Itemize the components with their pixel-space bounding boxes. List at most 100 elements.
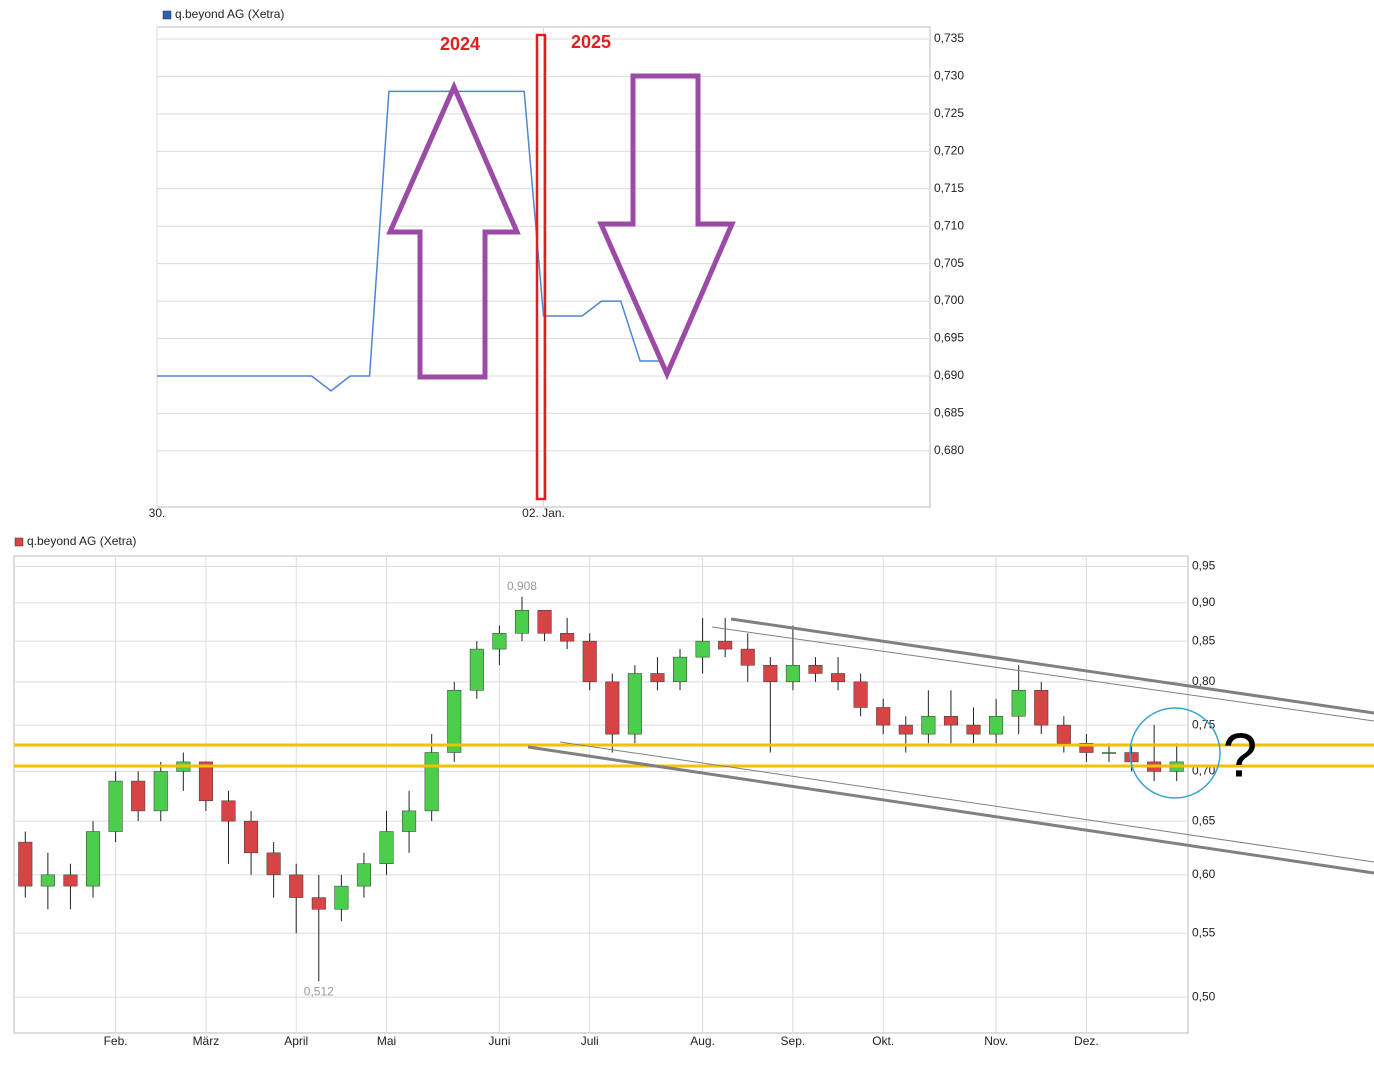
candle-body xyxy=(221,800,236,822)
x-tick-label: Juni xyxy=(488,1034,510,1048)
candle-body xyxy=(605,681,620,735)
candle-body xyxy=(740,648,755,666)
annotation: 2024 xyxy=(440,34,480,54)
high-label: 0,908 xyxy=(507,579,537,593)
candle-body xyxy=(763,664,778,683)
candle-body xyxy=(537,610,552,634)
overlay-layer: 2024 2025 ? xyxy=(14,32,1374,875)
candle-body xyxy=(650,673,665,683)
x-tick-label: Okt. xyxy=(872,1034,894,1048)
channel-line xyxy=(559,741,1374,863)
legend-label: q.beyond AG (Xetra) xyxy=(175,7,284,21)
x-tick-label: Sep. xyxy=(781,1034,806,1048)
y-tick-label: 0,90 xyxy=(1192,595,1216,609)
y-tick-label: 0,50 xyxy=(1192,989,1216,1003)
candle-body xyxy=(695,640,710,658)
year-divider xyxy=(535,33,547,501)
y-tick-label: 0,710 xyxy=(934,218,964,232)
candle-body xyxy=(492,633,507,650)
candle-body xyxy=(785,664,800,683)
grid-layer: 0,680 0,685 0,690 0,695 0,700 0,705 0,710 0,715… xyxy=(13,26,1216,1048)
channel-line xyxy=(730,617,1374,715)
channel-line xyxy=(527,745,1374,875)
candle-body xyxy=(853,681,868,708)
candle-body xyxy=(627,673,642,735)
candle-body xyxy=(131,780,146,812)
candle-body xyxy=(198,761,213,802)
candle-body xyxy=(943,715,958,726)
x-tick-label: April xyxy=(284,1034,308,1048)
candle-body xyxy=(108,780,123,832)
candle-body xyxy=(356,863,371,887)
candle-body xyxy=(898,724,913,735)
candle-body xyxy=(40,874,55,887)
y-tick-label: 0,685 xyxy=(934,406,964,420)
candle-body xyxy=(334,885,349,910)
candle-body xyxy=(1034,690,1049,726)
low-label: 0,512 xyxy=(304,984,334,998)
legend-swatch xyxy=(14,537,24,547)
x-tick-label: Dez. xyxy=(1074,1034,1099,1048)
y-tick-label: 0,80 xyxy=(1192,674,1216,688)
candle-body xyxy=(966,724,981,735)
candle-body xyxy=(447,690,462,753)
candle-body xyxy=(63,874,78,887)
x-tick-label: Juli xyxy=(581,1034,599,1048)
highlight-circle xyxy=(1129,707,1221,799)
y-tick-label: 0,735 xyxy=(934,31,964,45)
candle-body xyxy=(311,897,326,910)
candle-body xyxy=(266,852,281,876)
candle-body xyxy=(424,752,439,812)
x-tick-label: Mai xyxy=(377,1034,396,1048)
y-tick-label: 0,725 xyxy=(934,106,964,120)
candle-body xyxy=(876,707,891,726)
y-tick-label: 0,85 xyxy=(1192,633,1216,647)
y-tick-label: 0,60 xyxy=(1192,867,1216,881)
y-tick-label: 0,695 xyxy=(934,331,964,345)
candle-body xyxy=(831,673,846,683)
down-arrow xyxy=(597,73,736,381)
candle-body xyxy=(469,648,484,691)
candle-body xyxy=(582,640,597,683)
data-layer: q.beyond AG (Xetra) q.beyond AG (Xetra) 0,… xyxy=(14,7,1184,998)
candle-body xyxy=(672,656,688,683)
candle-body xyxy=(379,831,394,864)
y-tick-label: 0,75 xyxy=(1192,717,1216,731)
candle-body xyxy=(1079,743,1094,753)
candle-body xyxy=(560,633,575,642)
candle-body xyxy=(989,715,1004,735)
candle-body xyxy=(1101,752,1117,754)
x-tick-label: Feb. xyxy=(104,1034,128,1048)
candle-body xyxy=(1056,724,1071,744)
plot-frame xyxy=(13,555,1189,1034)
price-line xyxy=(157,90,660,392)
legend-label: q.beyond AG (Xetra) xyxy=(27,534,136,548)
up-arrow xyxy=(386,80,521,380)
y-tick-label: 0,95 xyxy=(1192,559,1216,573)
candle-body xyxy=(718,640,733,650)
y-tick-label: 0,65 xyxy=(1192,813,1216,827)
y-tick-label: 0,700 xyxy=(934,293,964,307)
x-tick-label: März xyxy=(193,1034,220,1048)
candle-body xyxy=(808,664,823,674)
candle-body xyxy=(1124,752,1139,763)
x-tick-label: 02. Jan. xyxy=(522,506,565,520)
y-tick-label: 0,55 xyxy=(1192,925,1216,939)
y-tick-label: 0,705 xyxy=(934,256,964,270)
candle-body xyxy=(921,715,936,735)
annotation: 2025 xyxy=(571,32,611,52)
candle-body xyxy=(402,810,417,832)
candle-body xyxy=(244,820,259,854)
y-tick-label: 0,715 xyxy=(934,181,964,195)
y-tick-label: 0,720 xyxy=(934,143,964,157)
candle-body xyxy=(153,771,168,812)
y-tick-label: 0,680 xyxy=(934,443,964,457)
candle-body xyxy=(1011,690,1026,717)
y-tick-label: 0,690 xyxy=(934,368,964,382)
channel-line xyxy=(711,626,1374,722)
candle-body xyxy=(18,841,33,887)
x-tick-label: Nov. xyxy=(984,1034,1008,1048)
y-tick-label: 0,730 xyxy=(934,69,964,83)
candle-body xyxy=(289,874,304,898)
